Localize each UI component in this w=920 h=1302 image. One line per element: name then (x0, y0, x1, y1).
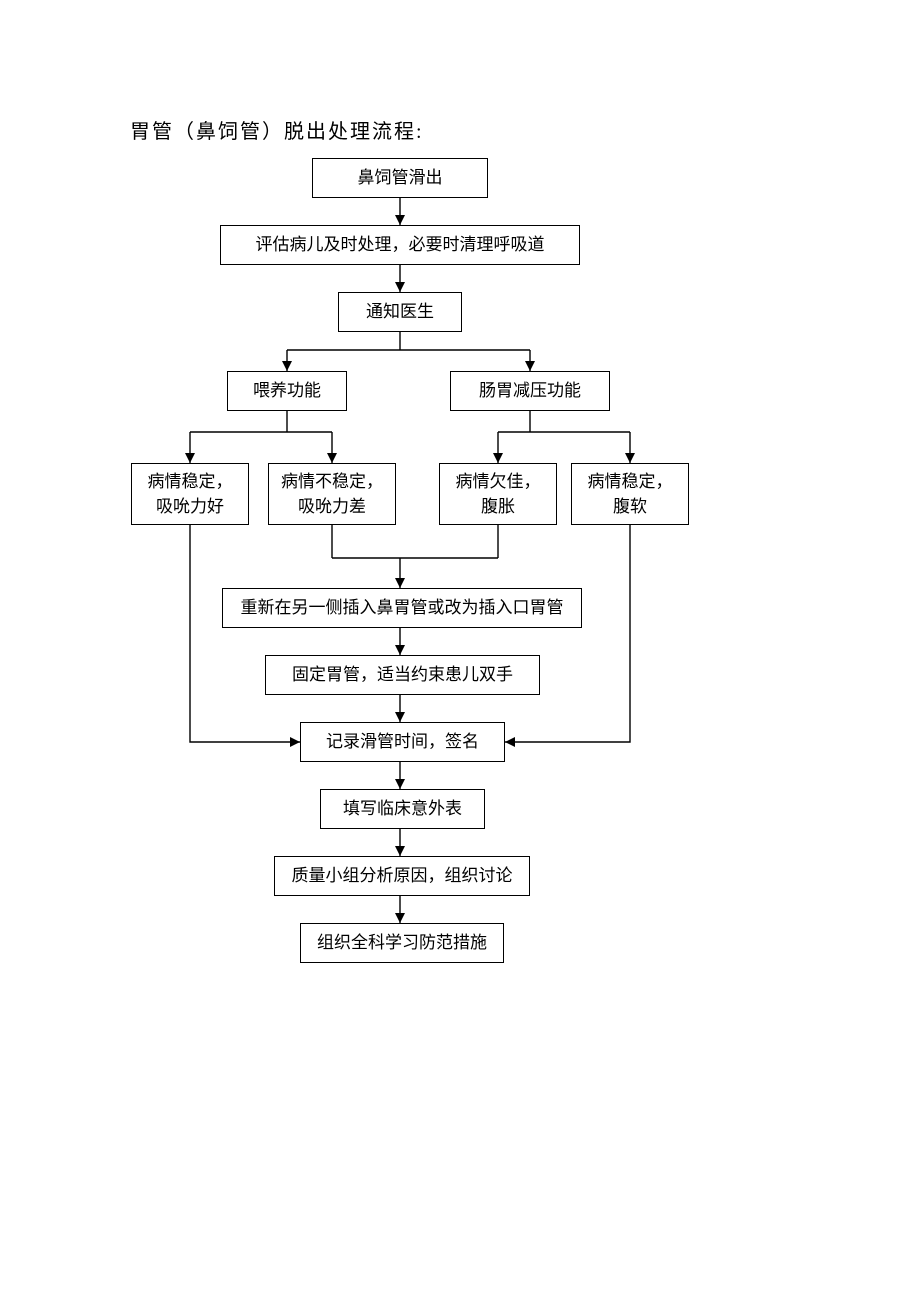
flow-node-n2: 评估病儿及时处理，必要时清理呼吸道 (220, 225, 580, 265)
flow-node-n4: 喂养功能 (227, 371, 347, 411)
flow-node-n6: 病情稳定，吸吮力好 (131, 463, 249, 525)
flow-node-n10: 重新在另一侧插入鼻胃管或改为插入口胃管 (222, 588, 582, 628)
flow-node-n3: 通知医生 (338, 292, 462, 332)
flow-node-n14: 质量小组分析原因，组织讨论 (274, 856, 530, 896)
flow-node-n5: 肠胃减压功能 (450, 371, 610, 411)
flow-node-n7: 病情不稳定，吸吮力差 (268, 463, 396, 525)
flow-node-n11: 固定胃管，适当约束患儿双手 (265, 655, 540, 695)
flowchart-canvas: 胃管（鼻饲管）脱出处理流程: 鼻饲管滑出评估病儿及时处理，必要时清理呼吸道通知医… (0, 0, 920, 1302)
diagram-title: 胃管（鼻饲管）脱出处理流程: (130, 115, 424, 144)
flow-node-n1: 鼻饲管滑出 (312, 158, 488, 198)
flow-node-n9: 病情稳定，腹软 (571, 463, 689, 525)
flow-node-n12: 记录滑管时间，签名 (300, 722, 505, 762)
flow-node-n13: 填写临床意外表 (320, 789, 485, 829)
flow-node-n15: 组织全科学习防范措施 (300, 923, 504, 963)
flow-node-n8: 病情欠佳，腹胀 (439, 463, 557, 525)
